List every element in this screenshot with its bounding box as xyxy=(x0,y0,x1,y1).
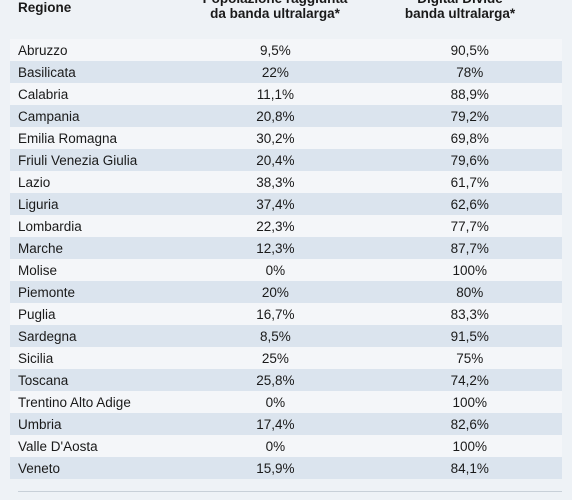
table-cell: Sicilia xyxy=(18,350,54,366)
table-row: Campania 20,8% 79,2% xyxy=(10,105,562,127)
table-cell: 84,1% xyxy=(450,460,489,476)
table-cell: 75% xyxy=(456,350,484,366)
table-cell: Lazio xyxy=(18,174,51,190)
table-cell: Campania xyxy=(18,108,80,124)
table-row: Piemonte 20% 80% xyxy=(10,281,562,303)
table-cell: Liguria xyxy=(18,196,59,212)
table-cell: 12,3% xyxy=(256,240,295,256)
table-header: Regione Popolazione raggiunta da banda u… xyxy=(10,0,562,27)
table-row: Toscana 25,8% 74,2% xyxy=(10,369,562,391)
table-cell: Sardegna xyxy=(18,328,77,344)
table-cell: Emilia Romagna xyxy=(18,130,118,146)
table-cell: 17,4% xyxy=(256,416,295,432)
table-cell: 22% xyxy=(261,64,289,80)
table-row: Friuli Venezia Giulia 20,4% 79,6% xyxy=(10,149,562,171)
table-cell: 62,6% xyxy=(450,196,489,212)
table-cell: 20% xyxy=(261,284,289,300)
table-cell: 20,8% xyxy=(256,108,295,124)
table-cell: Trentino Alto Adige xyxy=(18,394,131,410)
header-cell: Popolazione raggiunta da banda ultralarg… xyxy=(203,0,348,21)
table-body: Abruzzo 9,5% 90,5% Basilicata 22% 78% Calabria… xyxy=(10,39,562,479)
table-cell: Friuli Venezia Giulia xyxy=(18,152,138,168)
table-cell: 11,1% xyxy=(256,86,295,102)
table-row: Emilia Romagna 30,2% 69,8% xyxy=(10,127,562,149)
table-row: Umbria 17,4% 82,6% xyxy=(10,413,562,435)
table-row: Liguria 37,4% 62,6% xyxy=(10,193,562,215)
table-cell: 20,4% xyxy=(256,152,295,168)
table-cell: Basilicata xyxy=(18,64,76,80)
table-cell: Toscana xyxy=(18,372,69,388)
table-cell: 8,5% xyxy=(260,328,291,344)
table-row: Basilicata 22% 78% xyxy=(10,61,562,83)
table-cell: 30,2% xyxy=(256,130,295,146)
table-cell: 37,4% xyxy=(256,196,295,212)
table-cell: 69,8% xyxy=(450,130,489,146)
table-row: Marche 12,3% 87,7% xyxy=(10,237,562,259)
table-cell: 79,6% xyxy=(450,152,489,168)
table-row: Calabria 11,1% 88,9% xyxy=(10,83,562,105)
table-row: Trentino Alto Adige 0% 100% xyxy=(10,391,562,413)
table-cell: 82,6% xyxy=(450,416,489,432)
table-cell: 78% xyxy=(456,64,484,80)
table-cell: 83,3% xyxy=(450,306,489,322)
table-cell: 25% xyxy=(261,350,289,366)
table-cell: Calabria xyxy=(18,86,69,102)
table-row: Sardegna 8,5% 91,5% xyxy=(10,325,562,347)
table-cell: 100% xyxy=(452,262,487,278)
header-cell: Regione xyxy=(18,0,72,15)
table-cell: Valle D'Aosta xyxy=(18,438,98,454)
table-cell: 0% xyxy=(265,262,286,278)
table-cell: Abruzzo xyxy=(18,42,68,58)
table-cell: 16,7% xyxy=(256,306,295,322)
table-cell: 91,5% xyxy=(450,328,489,344)
footer-rule xyxy=(18,491,562,492)
table-cell: 25,8% xyxy=(256,372,295,388)
table-row: Lazio 38,3% 61,7% xyxy=(10,171,562,193)
table-cell: Marche xyxy=(18,240,64,256)
table-cell: 0% xyxy=(265,394,286,410)
table-row: Valle D'Aosta 0% 100% xyxy=(10,435,562,457)
table-cell: Puglia xyxy=(18,306,56,322)
table-cell: Veneto xyxy=(18,460,61,476)
table-cell: 38,3% xyxy=(256,174,295,190)
table-cell: 0% xyxy=(265,438,286,454)
table-cell: Umbria xyxy=(18,416,62,432)
table-cell: 22,3% xyxy=(256,218,295,234)
table-row: Sicilia 25% 75% xyxy=(10,347,562,369)
table-row: Lombardia 22,3% 77,7% xyxy=(10,215,562,237)
header-cell: Digital Divide banda ultralarga* xyxy=(404,0,516,21)
table-cell: Piemonte xyxy=(18,284,76,300)
table-cell: Lombardia xyxy=(18,218,82,234)
table-cell: 90,5% xyxy=(450,42,489,58)
table-row: Veneto 15,9% 84,1% xyxy=(10,457,562,479)
table-cell: 100% xyxy=(452,394,487,410)
table-cell: 88,9% xyxy=(450,86,489,102)
table-cell: 9,5% xyxy=(260,42,291,58)
table-cell: 87,7% xyxy=(450,240,489,256)
table-cell: 77,7% xyxy=(450,218,489,234)
table-cell: Molise xyxy=(18,262,58,278)
table-cell: 80% xyxy=(456,284,484,300)
table-cell: 100% xyxy=(452,438,487,454)
table-cell: 15,9% xyxy=(256,460,295,476)
table-cell: 74,2% xyxy=(450,372,489,388)
table-row: Molise 0% 100% xyxy=(10,259,562,281)
table-cell: 79,2% xyxy=(450,108,489,124)
table-row: Abruzzo 9,5% 90,5% xyxy=(10,39,562,61)
table-cell: 61,7% xyxy=(450,174,489,190)
table-row: Puglia 16,7% 83,3% xyxy=(10,303,562,325)
